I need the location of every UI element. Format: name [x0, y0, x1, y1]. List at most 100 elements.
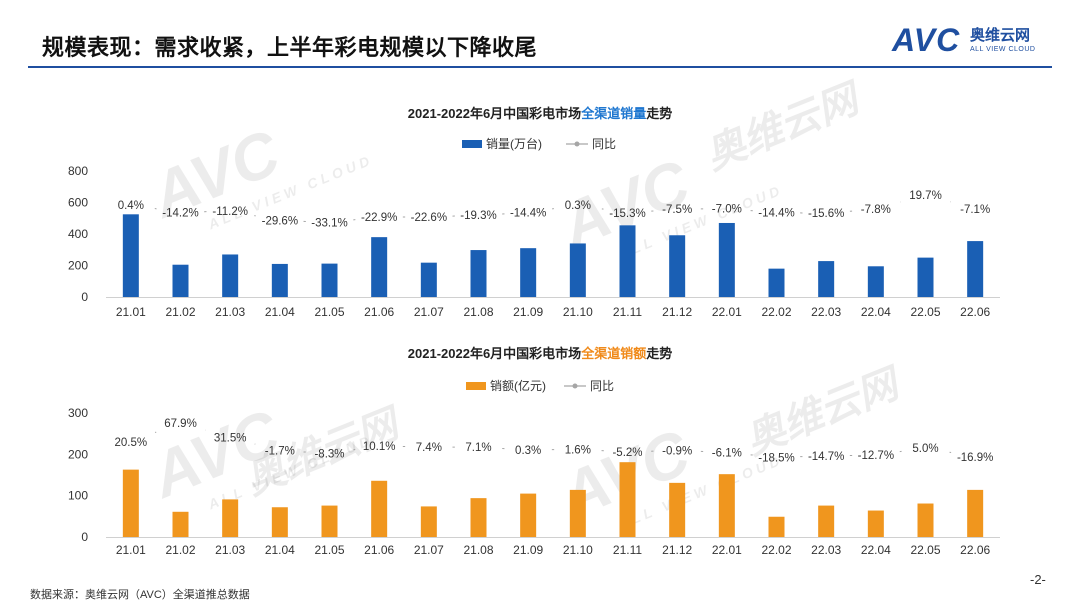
bar	[768, 516, 785, 537]
chart-title-highlight: 全渠道销量	[580, 106, 646, 121]
bar	[470, 498, 487, 537]
yoy-data-label: -29.6%	[262, 216, 298, 228]
yoy-data-label: 7.1%	[465, 442, 491, 454]
bar	[569, 243, 586, 297]
bar	[718, 474, 735, 537]
bar	[669, 482, 686, 537]
bar	[420, 262, 437, 297]
bar	[718, 222, 735, 297]
header-divider	[28, 66, 1052, 68]
x-tick-label: 21.06	[364, 543, 394, 557]
yoy-data-label: -14.4%	[758, 208, 794, 220]
bar	[222, 254, 239, 297]
x-tick-label: 21.12	[662, 305, 692, 319]
bar	[818, 505, 835, 537]
x-tick-label: 21.10	[563, 543, 593, 557]
x-tick-label: 21.07	[414, 305, 444, 319]
legend-bar-label: 销量(万台)	[486, 136, 542, 151]
yoy-data-label: -11.2%	[212, 206, 248, 218]
bar	[321, 505, 338, 537]
yoy-data-label: -12.7%	[858, 450, 894, 462]
x-tick-label: 21.12	[662, 543, 692, 557]
bar	[172, 264, 189, 297]
yoy-data-label: 7.4%	[416, 442, 442, 454]
chart-title-prefix: 2021-2022年6月中国彩电市场	[408, 346, 581, 361]
x-tick-label: 21.08	[463, 305, 493, 319]
x-tick-label: 22.02	[761, 543, 791, 557]
bar	[619, 462, 636, 537]
y-tick-label: 300	[68, 406, 88, 420]
yoy-data-label: 10.1%	[363, 441, 396, 453]
x-tick-label: 21.08	[463, 543, 493, 557]
y-tick-label: 800	[68, 164, 88, 178]
yoy-data-label: -16.9%	[957, 452, 993, 464]
bar	[867, 266, 884, 297]
yoy-data-label: 0.4%	[118, 200, 144, 212]
y-tick-label: 200	[68, 447, 88, 461]
y-tick-label: 0	[81, 290, 88, 304]
yoy-data-label: 0.3%	[565, 200, 591, 212]
bar	[271, 263, 288, 297]
legend-line-label: 同比	[590, 379, 614, 393]
yoy-data-label: -1.7%	[265, 446, 295, 458]
y-tick-label: 200	[68, 259, 88, 273]
bar	[967, 241, 984, 297]
yoy-data-label: -22.6%	[411, 212, 447, 224]
page-title: 规模表现：需求收紧，上半年彩电规模以下降收尾	[42, 35, 538, 60]
yoy-data-label: 31.5%	[214, 432, 247, 444]
chart-title-suffix: 走势	[646, 346, 672, 361]
y-tick-label: 600	[68, 196, 88, 210]
x-tick-label: 21.07	[414, 543, 444, 557]
yoy-data-label: -8.3%	[314, 448, 344, 460]
bar	[222, 499, 239, 537]
x-tick-label: 22.05	[910, 305, 940, 319]
bar	[967, 489, 984, 537]
yoy-data-label: -19.3%	[460, 210, 496, 222]
legend-line-marker	[574, 141, 580, 147]
data-source-note: 数据来源：奥维云网（AVC）全渠道推总数据	[30, 589, 250, 601]
page-number: -2-	[1030, 572, 1046, 587]
legend-bar-label: 销额(亿元)	[490, 378, 546, 393]
x-tick-label: 22.06	[960, 305, 990, 319]
x-tick-label: 21.01	[116, 305, 146, 319]
bar	[669, 235, 686, 297]
x-tick-label: 22.01	[712, 305, 742, 319]
bar	[371, 480, 388, 537]
bar	[321, 263, 338, 297]
x-tick-label: 21.04	[265, 543, 295, 557]
yoy-data-label: -15.6%	[808, 208, 844, 220]
bar	[768, 268, 785, 297]
x-tick-label: 21.03	[215, 305, 245, 319]
yoy-data-label: 0.3%	[515, 445, 541, 457]
x-tick-label: 21.02	[165, 305, 195, 319]
yoy-data-label: -22.9%	[361, 212, 397, 224]
yoy-data-label: -14.4%	[510, 208, 546, 220]
yoy-data-label: -7.5%	[662, 204, 692, 216]
yoy-data-label: -18.5%	[758, 452, 794, 464]
x-tick-label: 21.10	[563, 305, 593, 319]
x-tick-label: 22.03	[811, 305, 841, 319]
x-tick-label: 22.02	[761, 305, 791, 319]
yoy-data-label: 5.0%	[912, 443, 938, 455]
legend-bar-swatch	[462, 140, 482, 148]
yoy-data-label: -14.2%	[162, 208, 198, 220]
x-tick-label: 21.11	[613, 305, 642, 319]
bar	[172, 511, 189, 537]
yoy-data-label: -7.8%	[861, 204, 891, 216]
y-tick-label: 400	[68, 227, 88, 241]
x-tick-label: 21.06	[364, 305, 394, 319]
yoy-data-label: 1.6%	[565, 444, 591, 456]
bar	[917, 257, 934, 297]
x-tick-label: 21.05	[314, 543, 344, 557]
yoy-data-label: -14.7%	[808, 451, 844, 463]
yoy-data-label: 67.9%	[164, 418, 197, 430]
legend-line-marker	[572, 383, 578, 389]
bar	[619, 225, 636, 297]
x-tick-label: 22.04	[861, 305, 891, 319]
y-tick-label: 100	[68, 489, 88, 503]
legend-line-label: 同比	[592, 137, 616, 151]
y-tick-label: 0	[81, 530, 88, 544]
bar	[867, 510, 884, 537]
avc-logo: AVC 奥维云网 ALL VIEW CLOUD	[892, 22, 1062, 62]
